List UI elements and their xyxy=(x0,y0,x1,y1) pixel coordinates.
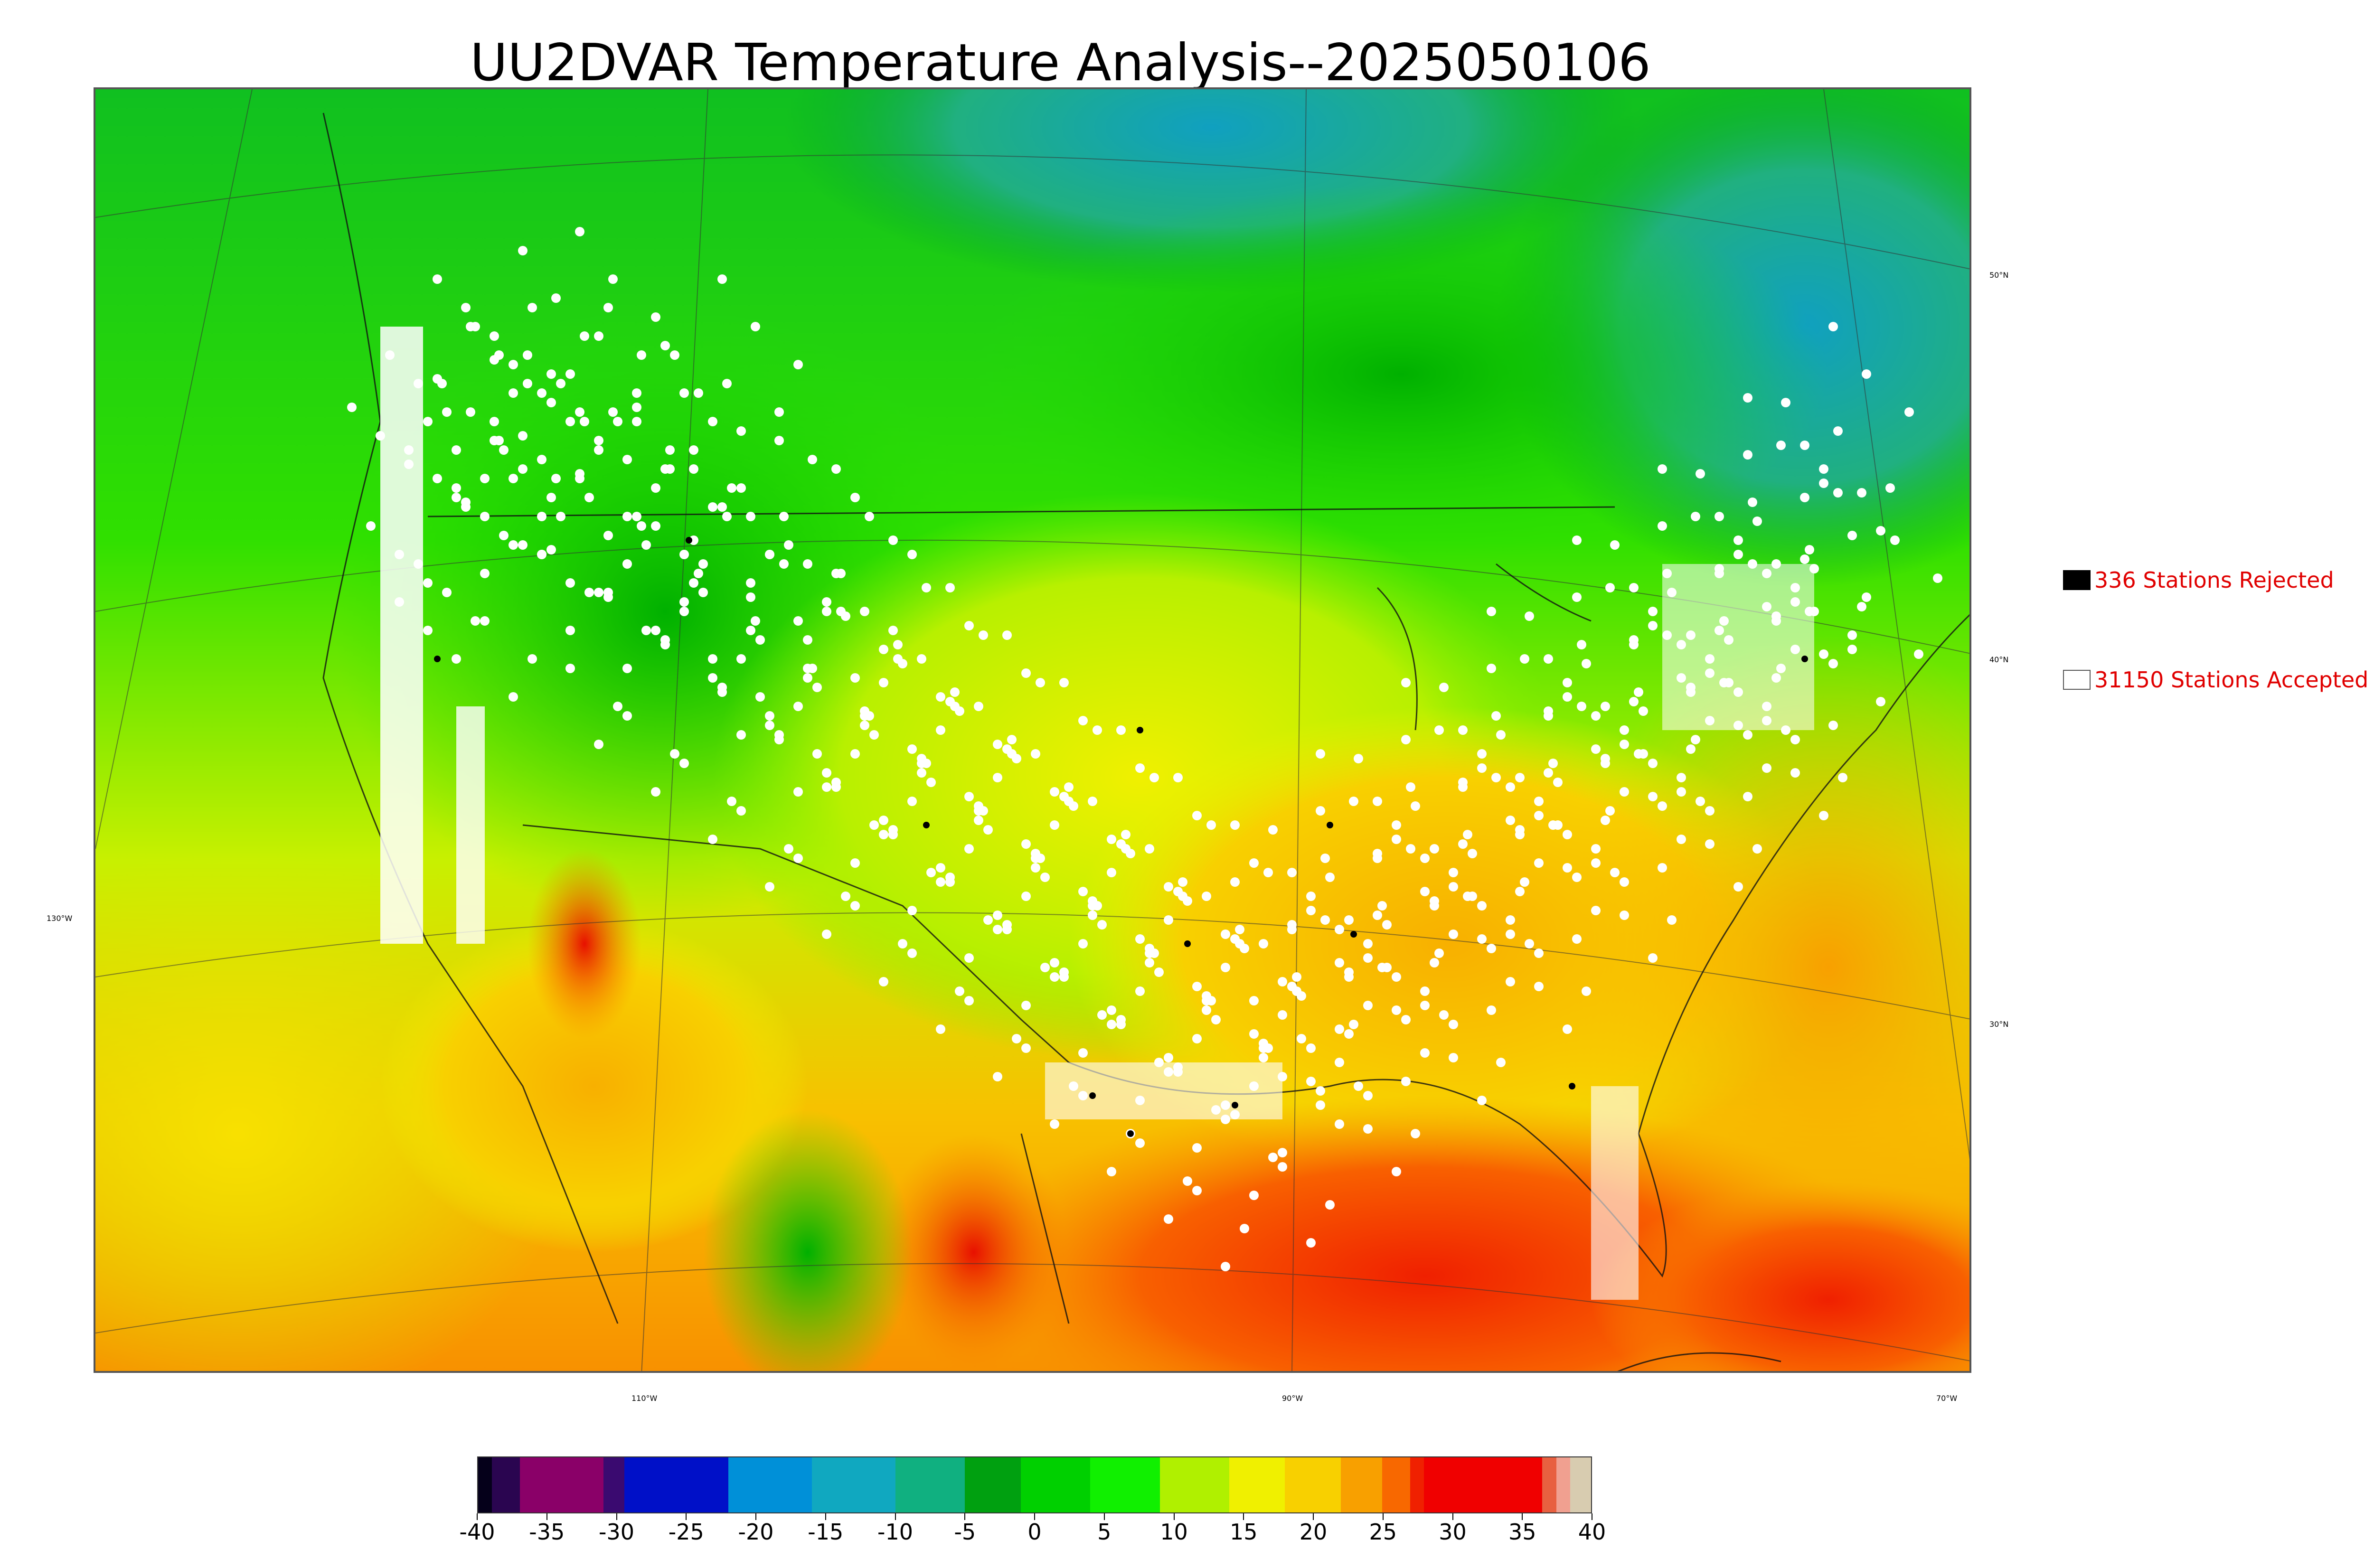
colorbar-tick xyxy=(1452,1513,1453,1520)
colorbar-tick-label: 25 xyxy=(1369,1519,1397,1545)
colorbar-segment xyxy=(965,1457,1021,1512)
colorbar-segment xyxy=(1090,1457,1160,1512)
colorbar-tick xyxy=(1103,1513,1105,1520)
colorbar-segment xyxy=(1340,1457,1383,1512)
colorbar-segment xyxy=(624,1457,729,1512)
colorbar-segment xyxy=(1556,1457,1570,1512)
colorbar-tick-label: -5 xyxy=(954,1519,976,1545)
colorbar-tick-label: -30 xyxy=(598,1519,635,1545)
rejected-stations xyxy=(434,537,1808,1137)
lat-label-50n: 50°N xyxy=(1989,271,2009,280)
colorbar-tick-label: 20 xyxy=(1299,1519,1328,1545)
colorbar-tick xyxy=(686,1513,687,1520)
temperature-map[interactable] xyxy=(94,87,1971,1373)
colorbar-tick-label: -40 xyxy=(459,1519,495,1545)
colorbar-tick-label: 10 xyxy=(1160,1519,1188,1545)
colorbar-segment xyxy=(1542,1457,1556,1512)
colorbar-tick-label: 15 xyxy=(1229,1519,1258,1545)
chart-title: UU2DVAR Temperature Analysis--2025050106 xyxy=(470,33,1651,93)
colorbar-tick-label: 5 xyxy=(1097,1519,1112,1545)
colorbar-segment xyxy=(812,1457,895,1512)
colorbar-segment xyxy=(492,1457,520,1512)
colorbar-tick xyxy=(825,1513,826,1520)
colorbar-segment xyxy=(603,1457,624,1512)
colorbar-segment xyxy=(1570,1457,1591,1512)
legend-rejected: 336 Stations Rejected xyxy=(2063,567,2334,593)
colorbar-tick-label: 35 xyxy=(1508,1519,1536,1545)
colorbar-segment xyxy=(1229,1457,1285,1512)
colorbar-tick-label: -10 xyxy=(877,1519,914,1545)
colorbar-segment xyxy=(1410,1457,1424,1512)
colorbar-tick-label: 0 xyxy=(1027,1519,1042,1545)
lon-label-130w: 130°W xyxy=(47,914,73,923)
temperature-colorbar xyxy=(477,1456,1592,1513)
colorbar-tick xyxy=(1173,1513,1175,1520)
colorbar-tick-label: 30 xyxy=(1439,1519,1467,1545)
colorbar-tick xyxy=(1313,1513,1314,1520)
colorbar-tick-label: -25 xyxy=(668,1519,704,1545)
lon-label-90w: 90°W xyxy=(1282,1394,1303,1403)
colorbar-segment xyxy=(1424,1457,1543,1512)
lon-label-110w: 110°W xyxy=(631,1394,658,1403)
colorbar-tick xyxy=(1243,1513,1244,1520)
lon-label-70w: 70°W xyxy=(1936,1394,1958,1403)
colorbar-segment xyxy=(1020,1457,1091,1512)
colorbar-segment xyxy=(728,1457,812,1512)
accepted-stations xyxy=(347,227,1942,1300)
colorbar-tick xyxy=(1034,1513,1035,1520)
colorbar-segment xyxy=(895,1457,965,1512)
colorbar-tick xyxy=(477,1513,478,1520)
rejected-swatch xyxy=(2063,570,2091,590)
colorbar-tick-label: 40 xyxy=(1578,1519,1606,1545)
accepted-swatch xyxy=(2063,670,2091,690)
colorbar-tick xyxy=(755,1513,756,1520)
colorbar-tick xyxy=(1382,1513,1384,1520)
lat-label-30n: 30°N xyxy=(1989,1020,2009,1029)
colorbar-segment xyxy=(1382,1457,1411,1512)
colorbar-segment xyxy=(1285,1457,1341,1512)
colorbar-tick xyxy=(895,1513,896,1520)
colorbar-segment xyxy=(519,1457,603,1512)
colorbar-tick xyxy=(1522,1513,1523,1520)
colorbar-tick-label: -35 xyxy=(529,1519,565,1545)
colorbar-segment xyxy=(478,1457,492,1512)
lat-label-40n: 40°N xyxy=(1989,655,2009,664)
rejected-label: 336 Stations Rejected xyxy=(2094,567,2334,593)
colorbar-tick xyxy=(964,1513,966,1520)
colorbar-segment xyxy=(1159,1457,1230,1512)
temperature-field xyxy=(95,89,1969,1371)
legend-accepted: 31150 Stations Accepted xyxy=(2063,667,2368,693)
colorbar-tick-label: -15 xyxy=(808,1519,844,1545)
colorbar-tick xyxy=(546,1513,547,1520)
accepted-label: 31150 Stations Accepted xyxy=(2094,667,2369,693)
colorbar-tick-label: -20 xyxy=(738,1519,774,1545)
colorbar-tick xyxy=(616,1513,617,1520)
